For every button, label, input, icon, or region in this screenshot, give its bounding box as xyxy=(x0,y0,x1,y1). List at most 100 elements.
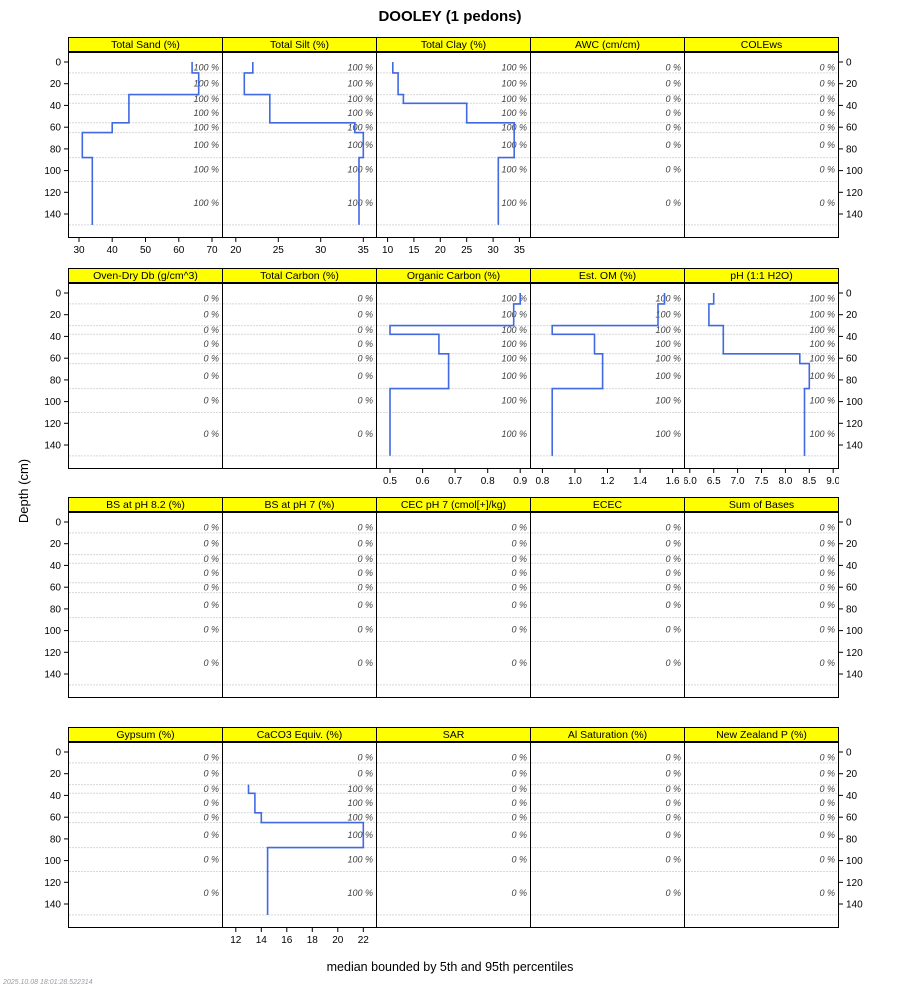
pct-label: 0 % xyxy=(357,293,373,303)
pct-label: 100 % xyxy=(193,108,219,118)
x-tick-label: 35 xyxy=(358,245,370,256)
pct-label: 0 % xyxy=(357,429,373,439)
x-tick-label: 30 xyxy=(315,245,327,256)
pct-label: 100 % xyxy=(347,62,373,72)
depth-tick-label: 20 xyxy=(50,79,62,90)
pct-label: 100 % xyxy=(655,396,681,406)
pct-label: 0 % xyxy=(203,798,219,808)
pct-label: 0 % xyxy=(203,568,219,578)
depth-axis-right: 0 20 40 60 80 100 120 140 xyxy=(839,289,863,452)
profile-line xyxy=(81,62,200,225)
pct-label: 0 % xyxy=(357,522,373,532)
panel-title: Al Saturation (%) xyxy=(568,729,647,741)
pct-label: 100 % xyxy=(347,888,373,898)
depth-tick-label: 20 xyxy=(50,769,62,780)
pct-label: 0 % xyxy=(819,522,835,532)
depth-tick-label: 0 xyxy=(55,289,61,300)
depth-tick-label: 140 xyxy=(44,900,61,911)
depth-tick-label: 20 xyxy=(50,539,62,550)
depth-tick-label: 120 xyxy=(44,878,61,889)
panel-title: Total Silt (%) xyxy=(270,39,329,51)
x-tick-label: 20 xyxy=(230,245,242,256)
depth-tick-label: 100 xyxy=(44,397,61,408)
pct-label: 0 % xyxy=(357,554,373,564)
pct-label: 0 % xyxy=(819,830,835,840)
pct-label: 100 % xyxy=(501,293,527,303)
depth-tick-label: 120 xyxy=(846,419,863,430)
pct-label: 100 % xyxy=(501,396,527,406)
depth-tick-label: 140 xyxy=(44,210,61,221)
pct-label: 0 % xyxy=(203,583,219,593)
panel-bs-at-ph-8-2: 0 % 0 % 0 % 0 % 0 % 0 % 0 % 0 % BS at pH 8.2 (%) xyxy=(68,497,223,698)
pct-label: 0 % xyxy=(819,123,835,133)
depth-tick-label: 40 xyxy=(846,332,858,343)
pct-label: 100 % xyxy=(347,79,373,89)
panel-title: Total Sand (%) xyxy=(111,39,180,51)
panel-strip xyxy=(684,497,839,512)
depth-tick-label: 140 xyxy=(846,670,863,681)
pct-label: 0 % xyxy=(511,769,527,779)
panel-gypsum: 0 % 0 % 0 % 0 % 0 % 0 % 0 % 0 % Gypsum (%) xyxy=(68,727,223,928)
x-tick-label: 20 xyxy=(332,935,344,946)
x-tick-label: 1.0 xyxy=(568,476,582,487)
depth-tick-label: 40 xyxy=(50,561,62,572)
pct-label: 0 % xyxy=(665,855,681,865)
x-tick-label: 6.5 xyxy=(707,476,721,487)
panel-frame xyxy=(530,512,685,698)
depth-tick-label: 40 xyxy=(50,791,62,802)
panel-frame xyxy=(684,283,839,469)
pct-label: 0 % xyxy=(665,198,681,208)
depth-tick-label: 140 xyxy=(846,900,863,911)
timestamp: 2025.10.08 18:01:28.522314 xyxy=(3,979,93,986)
x-tick-label: 0.9 xyxy=(513,476,527,487)
profile-line xyxy=(551,293,666,456)
depth-tick-label: 20 xyxy=(846,79,858,90)
pct-label: 100 % xyxy=(347,198,373,208)
panel-title: COLEws xyxy=(741,39,782,51)
panel-frame xyxy=(530,742,685,928)
x-tick-label: 7.5 xyxy=(755,476,769,487)
panel-title: pH (1:1 H2O) xyxy=(730,270,792,282)
pct-label: 0 % xyxy=(357,568,373,578)
depth-tick-label: 0 xyxy=(846,748,852,759)
panel-frame xyxy=(684,52,839,238)
x-tick-label: 25 xyxy=(273,245,285,256)
pct-label: 0 % xyxy=(357,625,373,635)
pct-label: 100 % xyxy=(501,62,527,72)
profile-line xyxy=(389,293,521,456)
panel-title: ECEC xyxy=(593,499,623,511)
panel-title: CaCO3 Equiv. (%) xyxy=(257,729,343,741)
pct-label: 0 % xyxy=(819,165,835,175)
pct-label: 0 % xyxy=(819,798,835,808)
panel-frame xyxy=(530,283,685,469)
pct-label: 0 % xyxy=(819,784,835,794)
depth-tick-label: 80 xyxy=(846,604,858,615)
x-tick-label: 35 xyxy=(514,245,526,256)
depth-tick-label: 40 xyxy=(846,791,858,802)
panel-al-saturation: 0 % 0 % 0 % 0 % 0 % 0 % 0 % 0 % Al Saturation (%… xyxy=(530,727,685,928)
depth-tick-label: 100 xyxy=(44,626,61,637)
depth-tick-label: 120 xyxy=(44,188,61,199)
pct-label: 0 % xyxy=(357,339,373,349)
pct-label: 0 % xyxy=(357,539,373,549)
pct-label: 0 % xyxy=(203,554,219,564)
panel-organic-carbon: 100 %100 %100 %100 %100 %100 %100 %100 %… xyxy=(376,268,531,487)
pct-label: 100 % xyxy=(809,325,835,335)
plot-title: DOOLEY (1 pedons) xyxy=(378,8,522,25)
depth-tick-label: 140 xyxy=(846,441,863,452)
depth-tick-label: 60 xyxy=(846,354,858,365)
pct-label: 100 % xyxy=(809,293,835,303)
pct-label: 0 % xyxy=(819,583,835,593)
panel-title: BS at pH 7 (%) xyxy=(264,499,334,511)
pct-label: 0 % xyxy=(203,625,219,635)
pct-label: 0 % xyxy=(665,522,681,532)
panel-new-zealand-p: 0 % 0 % 0 % 0 % 0 % 0 % 0 % 0 % New Zealand P (%… xyxy=(684,727,839,928)
plot-caption: median bounded by 5th and 95th percentil… xyxy=(326,960,574,974)
x-tick-label: 16 xyxy=(281,935,293,946)
pct-label: 0 % xyxy=(357,325,373,335)
depth-tick-label: 40 xyxy=(846,101,858,112)
depth-axis-left: 0 20 40 60 80 100 120 140 xyxy=(44,518,68,681)
pct-label: 100 % xyxy=(501,108,527,118)
panel-frame xyxy=(68,283,223,469)
pct-label: 0 % xyxy=(665,554,681,564)
